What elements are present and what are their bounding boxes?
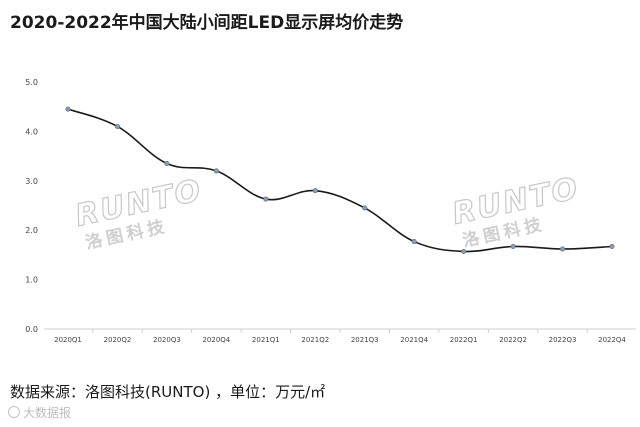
x-tick-label: 2020Q4 <box>202 336 230 344</box>
y-tick-label: 5.0 <box>25 78 38 87</box>
x-tick-label: 2021Q1 <box>252 336 280 344</box>
series-line <box>67 108 613 253</box>
x-tick-label: 2022Q2 <box>499 336 527 344</box>
x-tick-label: 2021Q4 <box>400 336 428 344</box>
watermark-left: RUNTO 洛图科技 <box>72 172 206 253</box>
data-point <box>510 244 516 250</box>
data-points <box>65 106 615 254</box>
y-tick-label: 2.0 <box>25 226 38 235</box>
chart-title: 2020-2022年中国大陆小间距LED显示屏均价走势 <box>10 13 404 33</box>
y-axis: 0.0 1.0 2.0 3.0 4.0 5.0 <box>25 78 38 334</box>
data-point <box>609 244 615 250</box>
x-tick-label: 2022Q3 <box>549 336 577 344</box>
data-point <box>312 188 318 194</box>
x-tick-label: 2021Q2 <box>301 336 329 344</box>
y-tick-label: 1.0 <box>25 276 38 285</box>
data-point <box>560 246 566 252</box>
x-tick-label: 2020Q1 <box>54 336 82 344</box>
data-point <box>461 248 467 254</box>
data-point <box>411 239 417 245</box>
credit-text: 大数据报 <box>23 406 72 420</box>
x-axis-tick-marks <box>92 329 588 333</box>
data-point <box>263 196 269 202</box>
x-axis: 2020Q1 2020Q2 2020Q3 2020Q4 2021Q1 2021Q2 2021… <box>54 336 626 344</box>
x-tick-label: 2022Q4 <box>598 336 626 344</box>
weibo-icon <box>8 406 20 418</box>
data-point <box>164 161 170 167</box>
credit: 大数据报 <box>8 404 71 421</box>
x-tick-label: 2020Q2 <box>104 336 132 344</box>
data-point <box>114 123 120 129</box>
data-point <box>362 205 368 211</box>
y-tick-label: 0.0 <box>25 325 38 334</box>
y-tick-label: 3.0 <box>25 177 38 186</box>
watermark-right: RUNTO 洛图科技 <box>449 170 583 251</box>
x-tick-label: 2022Q1 <box>450 336 478 344</box>
data-point <box>65 106 71 112</box>
x-tick-label: 2020Q3 <box>153 336 181 344</box>
data-point <box>213 168 219 174</box>
y-tick-label: 4.0 <box>25 127 38 136</box>
x-tick-label: 2021Q3 <box>351 336 379 344</box>
source-note: 数据来源：洛图科技(RUNTO) ，单位：万元/㎡ <box>10 383 326 401</box>
